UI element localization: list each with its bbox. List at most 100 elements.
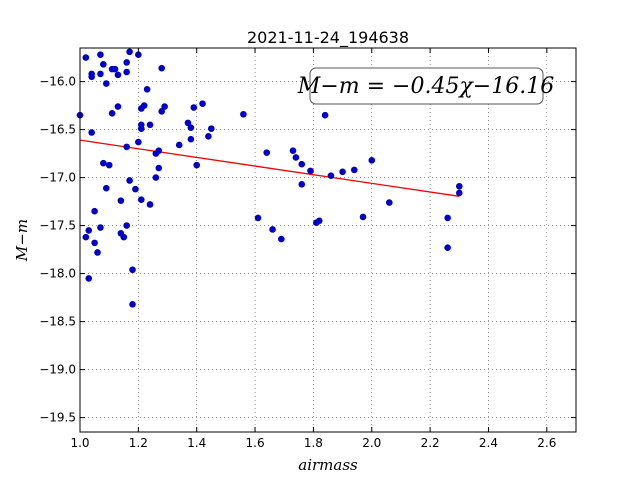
data-point bbox=[289, 147, 297, 155]
grid-lines bbox=[79, 48, 576, 432]
data-point bbox=[102, 184, 110, 192]
data-point bbox=[298, 181, 306, 188]
data-point bbox=[135, 138, 142, 146]
data-point bbox=[100, 61, 107, 68]
data-point bbox=[158, 108, 165, 115]
y-tick-label: −17.0 bbox=[39, 171, 76, 185]
data-point bbox=[444, 244, 451, 251]
fit-line-group bbox=[79, 139, 460, 197]
data-point bbox=[137, 196, 145, 203]
fit-line bbox=[79, 139, 460, 197]
data-point bbox=[102, 80, 110, 87]
y-tick-label: −16.5 bbox=[39, 123, 76, 137]
data-point bbox=[123, 59, 130, 66]
data-point bbox=[292, 154, 300, 161]
data-point bbox=[184, 119, 192, 127]
data-point bbox=[88, 73, 95, 81]
data-point bbox=[155, 147, 163, 155]
data-point bbox=[137, 125, 145, 132]
data-point bbox=[114, 103, 122, 110]
data-point bbox=[132, 185, 139, 193]
data-point bbox=[315, 217, 323, 225]
plot-frame bbox=[79, 47, 577, 433]
data-point bbox=[123, 143, 130, 151]
data-point bbox=[117, 197, 125, 204]
data-point bbox=[263, 149, 271, 156]
data-point bbox=[307, 167, 314, 175]
data-point bbox=[327, 172, 335, 179]
y-tick-label: −18.0 bbox=[39, 267, 76, 281]
y-tick-label: −16.0 bbox=[39, 75, 76, 89]
data-point bbox=[187, 124, 195, 131]
y-tick-label: −19.0 bbox=[39, 363, 76, 377]
data-point bbox=[97, 51, 104, 59]
data-point bbox=[143, 85, 151, 93]
data-point bbox=[140, 102, 148, 109]
data-point bbox=[123, 68, 130, 76]
data-point bbox=[359, 213, 367, 221]
data-point bbox=[269, 226, 276, 233]
data-point bbox=[175, 141, 183, 149]
data-point bbox=[129, 266, 136, 274]
data-point bbox=[85, 227, 93, 234]
x-axis-ticks: 1.0 1.2 1.4 1.6 1.8 2.0 2.2 2.4 2.6 bbox=[70, 48, 556, 450]
data-point bbox=[158, 64, 165, 72]
data-point bbox=[278, 235, 285, 243]
fit-annotation: M−m = −0.45χ−16.16 bbox=[297, 67, 554, 105]
data-point bbox=[91, 207, 98, 215]
y-tick-label: −17.5 bbox=[39, 219, 76, 233]
data-point bbox=[85, 275, 93, 282]
data-point bbox=[193, 161, 201, 169]
data-point bbox=[91, 239, 98, 247]
data-point bbox=[368, 157, 376, 164]
data-point bbox=[455, 189, 463, 197]
data-point bbox=[135, 51, 142, 59]
x-tick-label: 1.4 bbox=[187, 436, 206, 450]
data-point bbox=[100, 159, 107, 167]
x-tick-label: 2.2 bbox=[421, 436, 440, 450]
data-point bbox=[155, 164, 163, 172]
data-point bbox=[126, 48, 133, 56]
y-axis-label: M−m bbox=[13, 219, 31, 262]
data-point bbox=[199, 100, 206, 107]
x-tick-label: 1.8 bbox=[304, 436, 323, 450]
data-point bbox=[108, 109, 116, 117]
x-tick-label: 1.2 bbox=[129, 436, 148, 450]
x-axis-label: airmass bbox=[298, 456, 358, 474]
data-point bbox=[187, 135, 195, 143]
data-points bbox=[76, 48, 463, 308]
data-point bbox=[82, 54, 90, 61]
data-point bbox=[152, 174, 160, 181]
data-point bbox=[455, 182, 463, 190]
data-point bbox=[146, 121, 154, 129]
data-point bbox=[126, 177, 133, 184]
chart-title: 2021-11-24_194638 bbox=[247, 28, 409, 48]
data-point bbox=[129, 301, 136, 308]
y-tick-label: −18.5 bbox=[39, 315, 76, 329]
data-point bbox=[205, 133, 212, 140]
data-point bbox=[94, 249, 101, 256]
data-point bbox=[298, 160, 306, 168]
data-point bbox=[444, 214, 451, 222]
data-point bbox=[97, 70, 104, 78]
data-point bbox=[190, 104, 198, 111]
x-tick-label: 1.6 bbox=[246, 436, 265, 450]
data-point bbox=[123, 222, 130, 229]
x-tick-label: 1.0 bbox=[70, 436, 89, 450]
x-tick-label: 2.6 bbox=[537, 436, 556, 450]
x-tick-label: 2.4 bbox=[479, 436, 498, 450]
data-point bbox=[385, 199, 393, 206]
annotation-text: M−m = −0.45χ−16.16 bbox=[297, 74, 554, 99]
y-tick-label: −19.5 bbox=[39, 411, 76, 425]
data-point bbox=[88, 129, 95, 136]
data-point bbox=[339, 168, 346, 176]
data-point bbox=[111, 65, 119, 73]
y-axis-ticks: −16.0 −16.5 −17.0 −17.5 −18.0 −18.5 −19.0 −19.5 bbox=[39, 75, 576, 425]
data-point bbox=[97, 224, 104, 231]
data-point bbox=[350, 166, 358, 174]
data-point bbox=[82, 233, 90, 241]
data-point bbox=[161, 103, 168, 110]
data-point bbox=[146, 201, 154, 208]
annotation-box bbox=[309, 67, 544, 105]
data-point bbox=[120, 233, 128, 241]
